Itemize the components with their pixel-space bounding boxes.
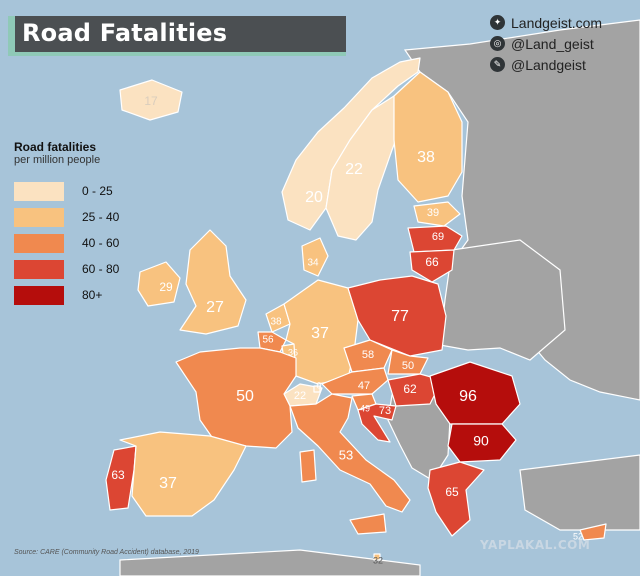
value-label-germany: 37 xyxy=(311,325,329,342)
legend-item: 80+ xyxy=(14,282,164,308)
legend-swatch xyxy=(14,207,64,227)
country-croatia xyxy=(357,403,397,443)
legend-label: 0 - 25 xyxy=(82,184,113,198)
value-label-iceland: 17 xyxy=(144,94,158,108)
legend-label: 25 - 40 xyxy=(82,210,120,224)
value-label-latvia: 69 xyxy=(432,231,444,243)
legend-swatch xyxy=(14,181,64,201)
value-label-slovakia: 50 xyxy=(402,360,414,372)
value-label-portugal: 63 xyxy=(111,468,125,482)
turkey-land xyxy=(519,454,640,531)
page-title: Road Fatalities xyxy=(22,19,228,47)
value-label-ireland: 29 xyxy=(159,280,173,294)
legend-label: 40 - 60 xyxy=(82,236,120,250)
value-label-cyprus: 52 xyxy=(573,531,583,541)
country-italy-sicily xyxy=(349,513,387,535)
country-ireland xyxy=(137,261,181,307)
country-lithuania xyxy=(409,249,455,283)
legend-label: 60 - 80 xyxy=(82,262,120,276)
value-label-liechtenstein: 0 xyxy=(316,380,321,390)
legend-label: 80+ xyxy=(82,288,103,302)
non-data-land xyxy=(119,19,640,576)
value-label-hungary: 62 xyxy=(403,382,417,396)
social-website-text: Landgeist.com xyxy=(511,14,603,31)
twitter-icon: ✎ xyxy=(490,57,505,72)
social-instagram[interactable]: ◎ @Land_geist xyxy=(490,33,630,54)
country-liechtenstein xyxy=(313,385,321,393)
social-twitter-text: @Landgeist xyxy=(511,56,586,73)
source-note: Source: CARE (Community Road Accident) d… xyxy=(14,549,199,556)
legend-swatch xyxy=(14,259,64,279)
country-finland xyxy=(393,71,463,203)
value-label-luxembourg: 36 xyxy=(288,347,298,357)
title-accent xyxy=(8,16,15,52)
country-cyprus xyxy=(579,523,607,541)
instagram-icon: ◎ xyxy=(490,36,505,51)
legend-title: Road fatalities xyxy=(14,140,97,154)
title-bar: Road Fatalities xyxy=(8,16,346,56)
value-label-finland: 38 xyxy=(417,149,435,166)
country-estonia xyxy=(413,201,461,227)
country-bulgaria xyxy=(447,423,517,463)
legend-subtitle: per million people xyxy=(14,154,101,166)
legend-item: 60 - 80 xyxy=(14,256,164,282)
countries-layer xyxy=(105,57,607,561)
value-label-italy: 53 xyxy=(339,447,353,462)
watermark: YAPLAKAL.COM xyxy=(480,538,591,552)
legend-swatch xyxy=(14,233,64,253)
value-label-austria: 47 xyxy=(358,380,370,392)
value-label-sweden: 22 xyxy=(345,161,363,178)
social-instagram-text: @Land_geist xyxy=(511,35,594,52)
value-label-france: 50 xyxy=(236,388,254,405)
country-czechia xyxy=(343,339,393,373)
value-label-netherlands: 38 xyxy=(270,317,282,328)
legend-item: 40 - 60 xyxy=(14,230,164,256)
legend-swatch xyxy=(14,285,64,305)
country-slovakia xyxy=(387,349,429,375)
country-italy-sardinia xyxy=(299,449,317,483)
country-iceland xyxy=(119,79,183,121)
country-denmark xyxy=(301,237,329,277)
country-romania xyxy=(429,361,521,425)
legend-item: 25 - 40 xyxy=(14,204,164,230)
value-label-estonia: 39 xyxy=(427,207,439,219)
value-label-romania: 96 xyxy=(459,388,477,405)
country-united-kingdom xyxy=(179,229,247,335)
value-label-norway: 20 xyxy=(305,189,323,206)
value-label-bulgaria: 90 xyxy=(473,433,489,449)
value-label-croatia: 73 xyxy=(379,405,391,417)
value-label-united-kingdom: 27 xyxy=(206,299,224,316)
value-label-lithuania: 66 xyxy=(425,255,439,269)
country-italy xyxy=(289,393,411,513)
country-malta xyxy=(373,553,381,561)
country-latvia xyxy=(407,225,463,253)
social-links: ✦ Landgeist.com ◎ @Land_geist ✎ @Landgei… xyxy=(490,12,630,75)
social-website[interactable]: ✦ Landgeist.com xyxy=(490,12,630,33)
legend-item: 0 - 25 xyxy=(14,178,164,204)
country-poland xyxy=(347,275,447,357)
globe-icon: ✦ xyxy=(490,15,505,30)
value-label-greece: 65 xyxy=(445,485,459,499)
country-france xyxy=(175,347,297,449)
value-label-switzerland: 22 xyxy=(294,390,306,402)
legend: Road fatalities per million people 0 - 2… xyxy=(14,140,164,308)
value-label-poland: 77 xyxy=(391,308,409,325)
country-spain xyxy=(119,431,247,517)
value-labels: 17 20 22 38 39 69 66 34 29 27 38 56 36 3… xyxy=(111,94,583,565)
value-label-czechia: 58 xyxy=(362,349,374,361)
value-label-belgium: 56 xyxy=(262,335,274,346)
social-twitter[interactable]: ✎ @Landgeist xyxy=(490,54,630,75)
value-label-slovenia: 49 xyxy=(360,403,370,413)
value-label-spain: 37 xyxy=(159,475,177,492)
country-greece xyxy=(427,461,485,537)
value-label-malta: 32 xyxy=(373,555,383,565)
value-label-denmark: 34 xyxy=(307,258,319,269)
north-africa-land xyxy=(119,549,421,576)
